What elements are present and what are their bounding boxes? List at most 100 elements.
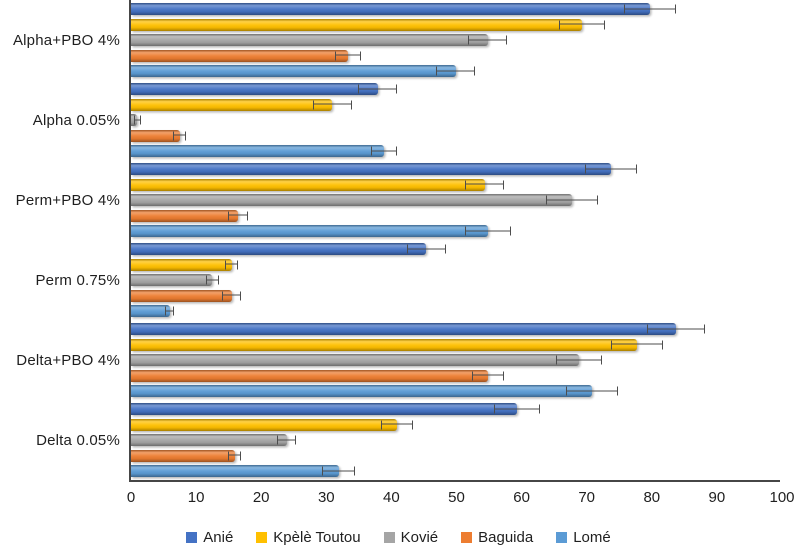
- x-tick-label: 40: [383, 489, 400, 506]
- bar-row: [131, 209, 780, 222]
- error-bar: [173, 131, 187, 140]
- bar-row: [131, 129, 780, 142]
- bar-Baguida: [131, 449, 235, 462]
- bar-row: [131, 34, 780, 46]
- bar-group: [131, 160, 780, 240]
- bar-row: [131, 83, 780, 95]
- error-bar: [465, 180, 505, 189]
- bar-Kpèlè Toutou: [131, 98, 333, 111]
- error-bar: [312, 100, 352, 109]
- bar-row: [131, 225, 780, 237]
- bar-Kovié: [131, 354, 579, 366]
- error-bar: [228, 211, 248, 220]
- bar-row: [131, 403, 780, 415]
- bar-row: [131, 114, 780, 126]
- bar-row: [131, 369, 780, 382]
- error-bar: [221, 291, 242, 300]
- legend-swatch-icon: [556, 532, 568, 543]
- bar-group: [131, 0, 780, 80]
- bar-Lomé: [131, 465, 339, 477]
- bar-Baguida: [131, 129, 180, 142]
- legend-swatch-icon: [186, 532, 198, 543]
- legend-item-Anié: Anié: [186, 529, 233, 546]
- bar-row: [131, 289, 780, 302]
- bar-Kovié: [131, 194, 573, 206]
- bar-Kpèlè Toutou: [131, 178, 485, 191]
- category-label: Alpha 0.05%: [32, 111, 120, 129]
- bar-Baguida: [131, 369, 488, 382]
- chart-area: Alpha+PBO 4% Alpha 0.05% Perm+PBO 4% Perm 0…: [0, 0, 780, 482]
- bar-row: [131, 65, 780, 77]
- bar-Kovié: [131, 274, 213, 286]
- error-bar: [465, 226, 511, 236]
- legend-swatch-icon: [256, 532, 268, 543]
- category-axis: Alpha+PBO 4% Alpha 0.05% Perm+PBO 4% Perm 0…: [0, 0, 129, 480]
- error-bar: [277, 435, 297, 445]
- x-axis-ticks: 0 10 20 30 40 50 60 70 80 90 100: [127, 489, 795, 509]
- x-tick-label: 50: [448, 489, 465, 506]
- bar-row: [131, 49, 780, 62]
- error-bar: [546, 195, 599, 205]
- bar-Baguida: [131, 289, 232, 302]
- bar-row: [131, 434, 780, 446]
- bar-Kpèlè Toutou: [131, 258, 232, 271]
- category-label: Perm+PBO 4%: [15, 191, 120, 209]
- error-bar: [380, 420, 414, 429]
- bar-row: [131, 194, 780, 206]
- x-tick-label: 20: [252, 489, 270, 506]
- bar-row: [131, 178, 780, 191]
- bar-Kpèlè Toutou: [131, 18, 583, 31]
- x-tick-label: 60: [513, 489, 530, 506]
- category-label: Delta+PBO 4%: [16, 351, 120, 369]
- error-bar: [494, 404, 540, 414]
- legend-item-Kovié: Kovié: [383, 529, 438, 546]
- error-bar: [646, 324, 706, 334]
- error-bar: [165, 306, 175, 316]
- bar-group: [131, 400, 780, 480]
- legend-item-Baguida: Baguida: [461, 529, 533, 546]
- bar-Lomé: [131, 385, 592, 397]
- error-bar: [471, 371, 505, 380]
- bar-Anié: [131, 83, 378, 95]
- error-bar: [468, 35, 508, 45]
- error-bar: [611, 340, 664, 349]
- bar-group: [131, 320, 780, 400]
- bar-row: [131, 258, 780, 271]
- bar-row: [131, 3, 780, 15]
- bar-group: [131, 240, 780, 320]
- legend: Anié Kpèlè Toutou Kovié Baguida Lomé: [0, 529, 797, 546]
- legend-label: Kpèlè Toutou: [273, 529, 361, 546]
- error-bar: [624, 4, 677, 14]
- error-bar: [585, 164, 638, 174]
- bar-row: [131, 338, 780, 351]
- bar-Anié: [131, 323, 677, 335]
- bar-group: [131, 80, 780, 160]
- bar-row: [131, 98, 780, 111]
- error-bar: [556, 355, 602, 365]
- bar-Lomé: [131, 65, 456, 77]
- bar-row: [131, 449, 780, 462]
- error-bar: [228, 451, 242, 460]
- bar-Anié: [131, 403, 518, 415]
- bar-row: [131, 243, 780, 255]
- legend-swatch-icon: [383, 532, 395, 543]
- bar-row: [131, 385, 780, 397]
- bar-Kpèlè Toutou: [131, 338, 638, 351]
- x-tick-label: 80: [643, 489, 661, 506]
- x-tick-label: 0: [126, 489, 136, 506]
- x-tick-label: 70: [578, 489, 596, 506]
- bar-row: [131, 354, 780, 366]
- bar-Lomé: [131, 145, 385, 157]
- bar-Baguida: [131, 209, 239, 222]
- error-bar: [436, 66, 475, 76]
- legend-label: Anié: [203, 529, 234, 546]
- bar-row: [131, 163, 780, 175]
- bar-row: [131, 305, 780, 317]
- legend-swatch-icon: [461, 532, 473, 543]
- legend-item-Lomé: Lomé: [556, 529, 611, 546]
- bar-Anié: [131, 243, 427, 255]
- error-bar: [565, 386, 618, 396]
- bar-row: [131, 465, 780, 477]
- legend-label: Baguida: [478, 529, 534, 546]
